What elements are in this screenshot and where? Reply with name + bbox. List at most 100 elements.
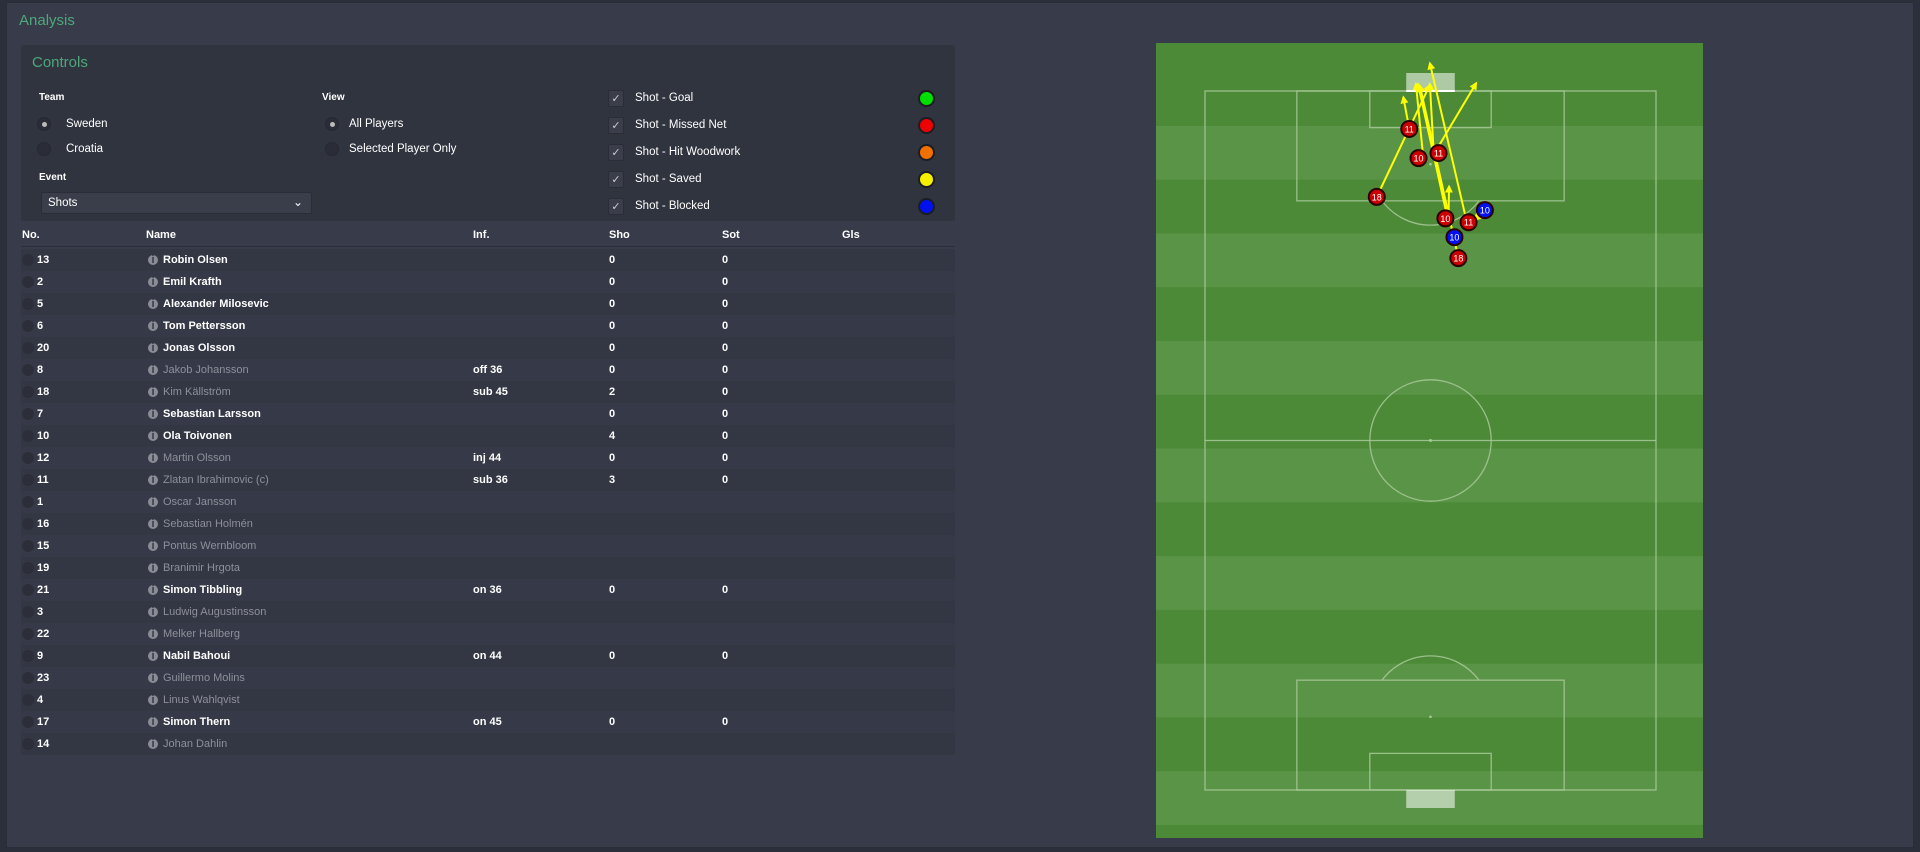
table-row[interactable]: 3 i Ludwig Augustinsson: [21, 601, 955, 623]
shot-marker[interactable]: 18: [1449, 249, 1468, 268]
player-name[interactable]: Guillermo Molins: [163, 672, 245, 684]
shot-marker[interactable]: 11: [1459, 213, 1478, 232]
table-row[interactable]: 4 i Linus Wahlqvist: [21, 689, 955, 711]
player-name[interactable]: Sebastian Holmén: [163, 518, 253, 530]
player-select-radio[interactable]: [22, 408, 34, 420]
filter-color-swatch[interactable]: [918, 144, 935, 161]
player-select-radio[interactable]: [22, 540, 34, 552]
table-row[interactable]: 8 i Jakob Johansson off 36 0 0: [21, 359, 955, 381]
info-icon[interactable]: i: [148, 629, 158, 640]
player-select-radio[interactable]: [22, 628, 34, 640]
info-icon[interactable]: i: [148, 321, 158, 332]
view-radio-all-players[interactable]: [325, 117, 339, 131]
info-icon[interactable]: i: [148, 607, 158, 618]
player-select-radio[interactable]: [22, 320, 34, 332]
table-row[interactable]: 2 i Emil Krafth 0 0: [21, 271, 955, 293]
shot-marker[interactable]: 10: [1409, 149, 1428, 168]
shot-marker[interactable]: 10: [1475, 201, 1494, 220]
player-name[interactable]: Linus Wahlqvist: [163, 694, 240, 706]
table-row[interactable]: 16 i Sebastian Holmén: [21, 513, 955, 535]
shot-marker[interactable]: 18: [1367, 187, 1386, 206]
filter-color-swatch[interactable]: [918, 198, 935, 215]
player-name[interactable]: Robin Olsen: [163, 254, 228, 266]
table-row[interactable]: 14 i Johan Dahlin: [21, 733, 955, 755]
table-row[interactable]: 21 i Simon Tibbling on 36 0 0: [21, 579, 955, 601]
info-icon[interactable]: i: [148, 431, 158, 442]
table-row[interactable]: 10 i Ola Toivonen 4 0: [21, 425, 955, 447]
player-name[interactable]: Ola Toivonen: [163, 430, 232, 442]
player-select-radio[interactable]: [22, 738, 34, 750]
player-select-radio[interactable]: [22, 298, 34, 310]
table-row[interactable]: 5 i Alexander Milosevic 0 0: [21, 293, 955, 315]
info-icon[interactable]: i: [148, 365, 158, 376]
player-name[interactable]: Jonas Olsson: [163, 342, 236, 354]
player-name[interactable]: Simon Tibbling: [163, 584, 243, 596]
player-name[interactable]: Alexander Milosevic: [163, 298, 269, 310]
player-name[interactable]: Martin Olsson: [163, 452, 231, 464]
table-row[interactable]: 7 i Sebastian Larsson 0 0: [21, 403, 955, 425]
player-select-radio[interactable]: [22, 452, 34, 464]
table-row[interactable]: 17 i Simon Thern on 45 0 0: [21, 711, 955, 733]
filter-color-swatch[interactable]: [918, 117, 935, 134]
player-name[interactable]: Emil Krafth: [163, 276, 222, 288]
info-icon[interactable]: i: [148, 277, 158, 288]
player-name[interactable]: Oscar Jansson: [163, 496, 237, 508]
event-dropdown[interactable]: Shots ⌄: [41, 192, 312, 214]
table-row[interactable]: 15 i Pontus Wernbloom: [21, 535, 955, 557]
table-row[interactable]: 19 i Branimir Hrgota: [21, 557, 955, 579]
player-name[interactable]: Nabil Bahoui: [163, 650, 231, 662]
col-header-inf[interactable]: Inf.: [473, 229, 490, 241]
info-icon[interactable]: i: [148, 409, 158, 420]
info-icon[interactable]: i: [148, 541, 158, 552]
filter-checkbox[interactable]: ✓: [608, 144, 624, 161]
table-row[interactable]: 12 i Martin Olsson inj 44 0 0: [21, 447, 955, 469]
team-radio-croatia[interactable]: [37, 142, 51, 156]
player-select-radio[interactable]: [22, 364, 34, 376]
col-header-sho[interactable]: Sho: [609, 229, 630, 241]
info-icon[interactable]: i: [148, 585, 158, 596]
info-icon[interactable]: i: [148, 299, 158, 310]
table-row[interactable]: 9 i Nabil Bahoui on 44 0 0: [21, 645, 955, 667]
table-row[interactable]: 22 i Melker Hallberg: [21, 623, 955, 645]
player-select-radio[interactable]: [22, 474, 34, 486]
player-select-radio[interactable]: [22, 716, 34, 728]
filter-checkbox[interactable]: ✓: [608, 171, 624, 188]
shot-marker[interactable]: 11: [1429, 144, 1448, 163]
player-select-radio[interactable]: [22, 694, 34, 706]
player-select-radio[interactable]: [22, 342, 34, 354]
col-header-no[interactable]: No.: [22, 229, 40, 241]
team-radio-sweden[interactable]: [37, 117, 51, 131]
player-select-radio[interactable]: [22, 518, 34, 530]
filter-checkbox[interactable]: ✓: [608, 198, 624, 215]
player-name[interactable]: Ludwig Augustinsson: [163, 606, 267, 618]
info-icon[interactable]: i: [148, 651, 158, 662]
player-select-radio[interactable]: [22, 254, 34, 266]
info-icon[interactable]: i: [148, 673, 158, 684]
player-select-radio[interactable]: [22, 430, 34, 442]
col-header-name[interactable]: Name: [146, 229, 176, 241]
table-row[interactable]: 11 i Zlatan Ibrahimovic (c) sub 36 3 0: [21, 469, 955, 491]
player-name[interactable]: Kim Källström: [163, 386, 231, 398]
col-header-sot[interactable]: Sot: [722, 229, 740, 241]
filter-checkbox[interactable]: ✓: [608, 90, 624, 107]
table-row[interactable]: 1 i Oscar Jansson: [21, 491, 955, 513]
player-name[interactable]: Jakob Johansson: [163, 364, 249, 376]
table-row[interactable]: 20 i Jonas Olsson 0 0: [21, 337, 955, 359]
table-row[interactable]: 6 i Tom Pettersson 0 0: [21, 315, 955, 337]
info-icon[interactable]: i: [148, 387, 158, 398]
info-icon[interactable]: i: [148, 739, 158, 750]
player-name[interactable]: Branimir Hrgota: [163, 562, 241, 574]
player-select-radio[interactable]: [22, 276, 34, 288]
player-name[interactable]: Pontus Wernbloom: [163, 540, 257, 552]
table-row[interactable]: 23 i Guillermo Molins: [21, 667, 955, 689]
player-name[interactable]: Sebastian Larsson: [163, 408, 261, 420]
info-icon[interactable]: i: [148, 717, 158, 728]
filter-color-swatch[interactable]: [918, 90, 935, 107]
shot-marker[interactable]: 11: [1400, 119, 1419, 138]
player-select-radio[interactable]: [22, 496, 34, 508]
table-row[interactable]: 13 i Robin Olsen 0 0: [21, 249, 955, 271]
info-icon[interactable]: i: [148, 343, 158, 354]
info-icon[interactable]: i: [148, 563, 158, 574]
player-name[interactable]: Johan Dahlin: [163, 738, 228, 750]
filter-color-swatch[interactable]: [918, 171, 935, 188]
